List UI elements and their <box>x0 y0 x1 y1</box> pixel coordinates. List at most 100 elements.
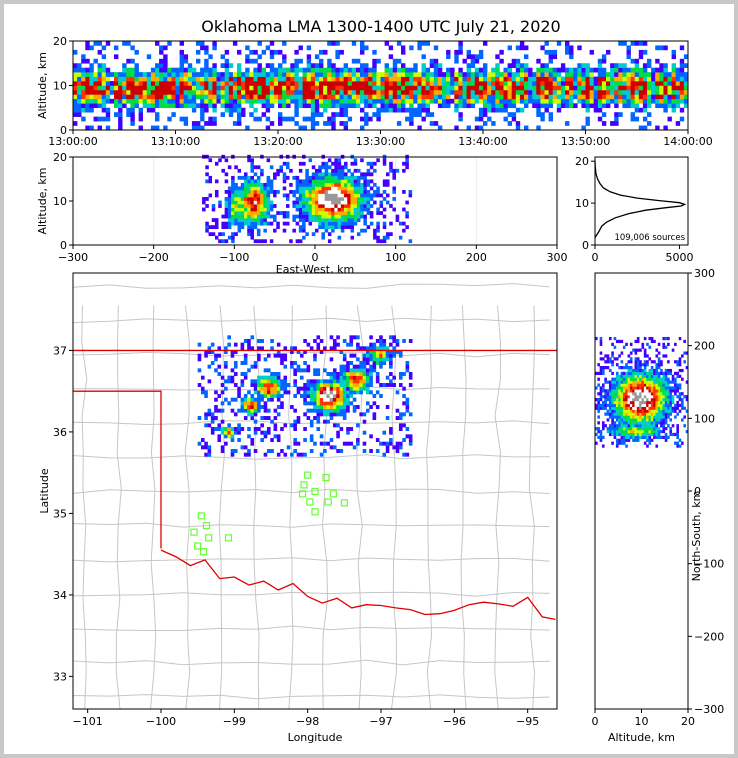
map-density-cell <box>243 416 248 420</box>
time-height-density-cell <box>532 98 537 104</box>
time-height-density-cell <box>77 81 82 86</box>
ew-density-cell <box>231 175 235 180</box>
ew-density-cell <box>324 197 329 201</box>
time-height-density-cell <box>515 76 521 82</box>
ns-density-cell <box>657 400 661 405</box>
time-height-density-cell <box>565 94 570 100</box>
map-density-cell <box>319 390 324 395</box>
time-height-density-cell <box>429 85 435 91</box>
map-density-cell <box>336 335 340 340</box>
ew-density-cell <box>315 193 319 198</box>
time-height-density-cell <box>101 89 107 95</box>
time-height-density-cell <box>437 85 443 91</box>
time-height-density-cell <box>101 85 107 91</box>
ew-density-cell <box>350 197 355 201</box>
ns-density-cell <box>646 403 649 408</box>
time-height-density-cell <box>442 89 447 95</box>
time-height-density-cell <box>282 103 287 109</box>
ew-density-cell <box>321 161 325 166</box>
map-density-cell <box>375 346 380 351</box>
ew-density-cell <box>231 193 235 198</box>
map-density-cell <box>303 383 307 387</box>
ns-density-cell <box>657 418 661 422</box>
time-height-density-cell <box>405 76 410 82</box>
ns-density-cell <box>625 412 628 416</box>
ew-density-cell <box>327 190 332 194</box>
time-height-density-cell <box>220 98 225 104</box>
map-density-cell <box>362 368 367 373</box>
map-density-cell <box>207 379 212 384</box>
ew-density-cell <box>379 239 384 244</box>
map-density-cell <box>253 408 258 413</box>
ns-density-cell <box>601 421 605 425</box>
time-height-density-cell <box>142 89 148 95</box>
map-density-cell <box>227 427 231 431</box>
map-density-cell <box>405 405 410 409</box>
time-height-density-cell <box>589 94 594 100</box>
ns-density-cell <box>597 429 600 434</box>
map-density-cell <box>240 342 245 347</box>
time-height-density-cell <box>511 72 517 77</box>
time-height-density-cell <box>89 63 94 68</box>
map-density-cell <box>356 357 360 362</box>
time-height-density-cell <box>417 72 422 77</box>
ew-density-cell <box>234 197 238 201</box>
ns-density-cell <box>629 429 633 434</box>
ns-density-cell <box>664 380 668 384</box>
map-density-cell <box>303 412 307 417</box>
ns-density-cell <box>613 406 617 410</box>
ns-density-cell <box>613 400 617 405</box>
time-height-density-cell <box>97 89 102 95</box>
ew-density-cell <box>344 214 348 219</box>
ns-density-cell <box>608 424 612 428</box>
time-height-density-cell <box>73 85 78 91</box>
ew-density-cell <box>405 161 409 166</box>
ew-density-cell <box>289 168 293 173</box>
time-height-density-cell <box>647 89 652 95</box>
time-height-density-cell <box>663 98 668 104</box>
time-height-density-cell <box>327 116 332 122</box>
time-height-density-cell <box>507 103 512 109</box>
time-height-density-cell <box>642 49 648 55</box>
map-density-cell <box>365 350 370 354</box>
time-height-density-cell <box>212 45 217 51</box>
ew-density-cell <box>337 200 342 205</box>
ew-density-cell <box>256 218 261 222</box>
time-height-density-cell <box>413 85 418 91</box>
time-height-density-cell <box>126 112 131 117</box>
map-density-cell <box>329 445 334 450</box>
ns-density-cell <box>639 368 642 373</box>
ns-density-cell <box>632 368 635 373</box>
ns-density-cell <box>648 432 652 437</box>
time-height-density-cell <box>163 98 168 104</box>
ns-density-cell <box>636 383 640 387</box>
ns-density-cell <box>622 421 626 425</box>
ew-density-cell <box>321 200 325 205</box>
ew-density-cell <box>282 186 287 191</box>
ew-density-cell <box>344 161 348 166</box>
time-height-density-cell <box>470 76 476 82</box>
time-height-density-cell <box>524 98 529 104</box>
map-density-cell <box>197 353 202 358</box>
map-density-cell <box>257 401 261 406</box>
time-height-density-cell <box>655 125 660 131</box>
time-height-density-cell <box>552 94 558 100</box>
ew-density-cell <box>334 190 338 194</box>
map-density-cell <box>299 394 304 398</box>
ns-density-cell <box>681 441 684 445</box>
time-height-density-cell <box>442 81 447 86</box>
time-height-density-cell <box>130 107 135 113</box>
lma-station-marker <box>202 522 211 530</box>
ew-density-cell <box>285 161 290 166</box>
time-height-density-cell <box>191 94 197 100</box>
time-height-density-cell <box>380 94 385 100</box>
ew-density-cell <box>363 193 367 198</box>
time-height-density-cell <box>200 67 205 73</box>
ns-density-cell <box>671 348 675 352</box>
map-density-cell <box>250 401 255 406</box>
time-height-density-cell <box>560 76 566 82</box>
ew-density-cell <box>334 200 338 205</box>
ns-density-cell <box>622 392 626 396</box>
map-density-cell <box>224 430 228 435</box>
ns-density-cell <box>676 400 679 405</box>
